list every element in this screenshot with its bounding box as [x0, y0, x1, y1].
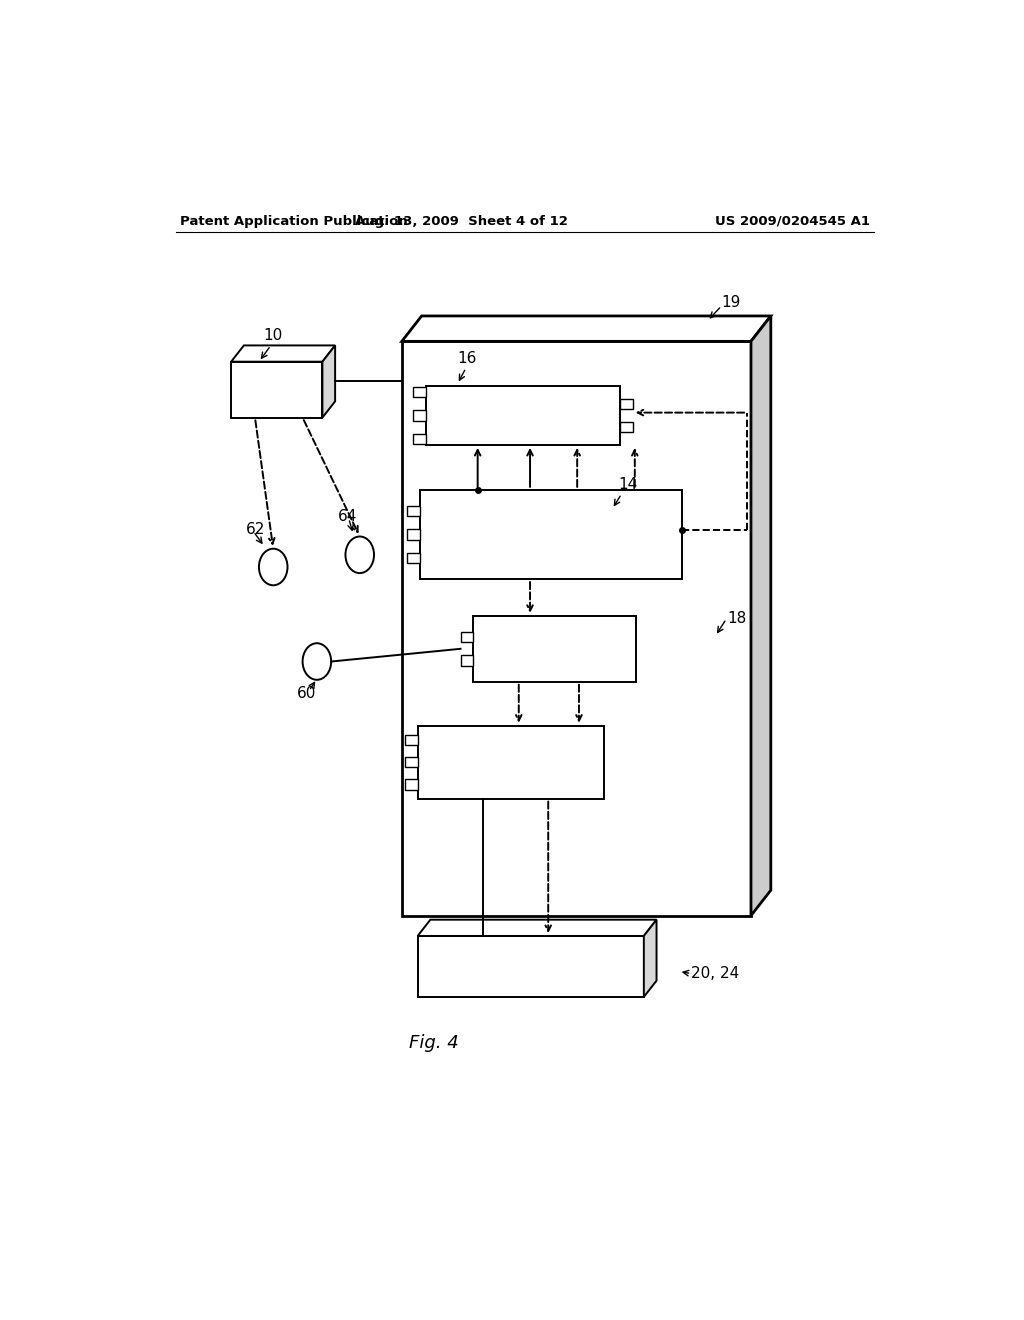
Bar [413, 387, 426, 397]
Bar [461, 632, 473, 643]
Text: 19: 19 [722, 296, 741, 310]
Bar [473, 615, 636, 682]
Bar [404, 758, 418, 767]
Bar [418, 726, 604, 799]
Text: US 2009/0204545 A1: US 2009/0204545 A1 [715, 215, 870, 228]
Text: 10: 10 [263, 329, 283, 343]
Bar [461, 656, 473, 665]
Text: Patent Application Publication: Patent Application Publication [179, 215, 408, 228]
Text: Fig. 4: Fig. 4 [409, 1034, 459, 1052]
Bar [620, 422, 633, 433]
Bar [231, 362, 323, 417]
Text: 16: 16 [458, 351, 477, 366]
Polygon shape [751, 315, 771, 916]
Text: 60: 60 [297, 685, 316, 701]
Polygon shape [644, 920, 656, 997]
Polygon shape [323, 346, 335, 417]
Text: 18: 18 [727, 611, 746, 626]
Bar [408, 553, 420, 562]
Bar [620, 399, 633, 409]
Text: Aug. 13, 2009  Sheet 4 of 12: Aug. 13, 2009 Sheet 4 of 12 [355, 215, 567, 228]
Bar [413, 434, 426, 444]
Text: 20, 24: 20, 24 [691, 966, 739, 981]
Bar [408, 506, 420, 516]
Bar [420, 490, 682, 579]
Bar [408, 529, 420, 540]
Bar [404, 735, 418, 744]
Bar [401, 342, 751, 916]
Bar [418, 936, 644, 997]
Polygon shape [401, 315, 771, 342]
Bar [404, 779, 418, 789]
Polygon shape [418, 920, 656, 936]
Polygon shape [231, 346, 335, 362]
Text: 64: 64 [338, 508, 357, 524]
Bar [413, 411, 426, 421]
Text: 14: 14 [618, 477, 638, 492]
Bar [426, 385, 621, 445]
Text: 62: 62 [246, 521, 265, 537]
